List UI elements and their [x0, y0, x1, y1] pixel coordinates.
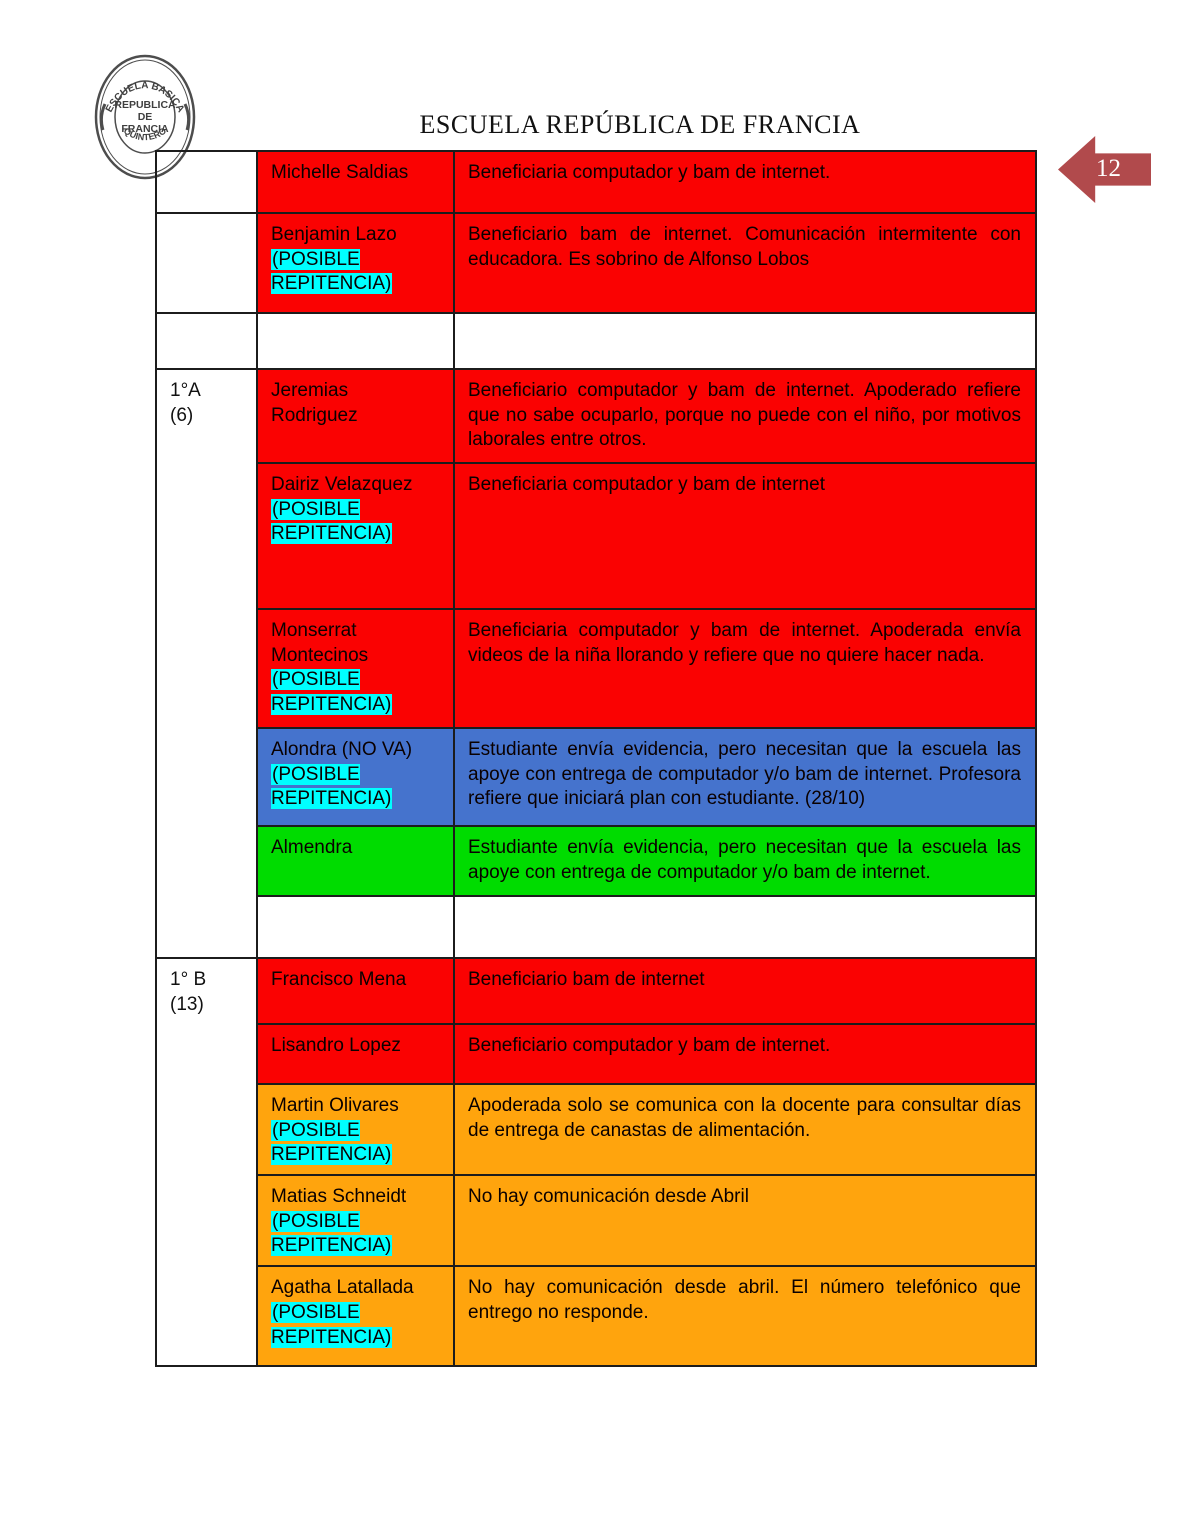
- name-cell: Matias Schneidt (POSIBLE REPITENCIA): [256, 1174, 455, 1268]
- student-status: No hay comunicación desde Abril: [468, 1186, 749, 1208]
- desc-cell: [453, 312, 1037, 370]
- group-cell: [155, 150, 258, 214]
- name-cell: [256, 895, 455, 959]
- student-status: Apoderada solo se comunica con la docent…: [468, 1095, 1021, 1141]
- group-cell: 1°A (6): [155, 368, 258, 959]
- table-row: Dairiz Velazquez (POSIBLE REPITENCIA) Be…: [156, 462, 1037, 610]
- name-cell: Jeremias Rodriguez: [256, 368, 455, 464]
- desc-cell: Beneficiaria computador y bam de interne…: [453, 608, 1037, 729]
- student-status: Beneficiaria computador y bam de interne…: [468, 162, 831, 183]
- name-cell: Almendra: [256, 825, 455, 897]
- desc-cell: Beneficiaria computador y bam de interne…: [453, 150, 1037, 214]
- table-row: Alondra (NO VA) (POSIBLE REPITENCIA) Est…: [156, 727, 1037, 827]
- repitencia-tag: (POSIBLE REPITENCIA): [271, 669, 393, 716]
- group-cell: [155, 212, 258, 314]
- laurel-left: [99, 103, 107, 131]
- desc-cell: Estudiante envía evidencia, pero necesit…: [453, 825, 1037, 897]
- repitencia-tag: (POSIBLE REPITENCIA): [271, 1210, 393, 1257]
- table-row: Michelle Saldias Beneficiaria computador…: [155, 150, 1037, 214]
- group-label: 1° B: [170, 969, 207, 990]
- table-row: Agatha Latallada (POSIBLE REPITENCIA) No…: [156, 1265, 1037, 1368]
- name-cell: [256, 312, 455, 370]
- student-status: Beneficiario bam de internet. Comunicaci…: [468, 224, 1021, 270]
- page-number-arrow: 12: [1058, 136, 1151, 203]
- student-name: Agatha Latallada: [271, 1277, 414, 1299]
- group-cell: [155, 312, 258, 370]
- group-label: 1°A: [170, 380, 201, 401]
- name-cell: Francisco Mena: [256, 957, 455, 1025]
- students-table: Michelle Saldias Beneficiaria computador…: [155, 150, 1037, 1368]
- student-name: Michelle Saldias: [271, 162, 409, 183]
- table-row: 1°A (6) Jeremias Rodriguez Beneficiario …: [155, 368, 1037, 959]
- desc-cell: Beneficiario computador y bam de interne…: [453, 1023, 1037, 1085]
- student-name: Jeremias Rodriguez: [271, 380, 358, 426]
- student-status: Beneficiaria computador y bam de interne…: [468, 474, 825, 495]
- desc-cell: Apoderada solo se comunica con la docent…: [453, 1082, 1037, 1177]
- group-cell: 1° B (13): [155, 956, 258, 1368]
- desc-cell: Beneficiario computador y bam de interne…: [453, 368, 1037, 464]
- logo-center-line3: FRANCIA: [121, 123, 169, 135]
- table-row: 1° B (13) Francisco Mena Beneficiario ba…: [155, 956, 1037, 1368]
- group-count: (6): [170, 404, 194, 426]
- student-status: Beneficiario computador y bam de interne…: [468, 1035, 831, 1056]
- name-cell: Benjamin Lazo (POSIBLE REPITENCIA): [256, 212, 455, 314]
- student-status: Estudiante envía evidencia, pero necesit…: [468, 739, 1021, 810]
- table-row: Benjamin Lazo (POSIBLE REPITENCIA) Benef…: [155, 212, 1037, 314]
- desc-cell: No hay comunicación desde abril. El núme…: [453, 1265, 1037, 1368]
- student-status: No hay comunicación desde abril. El núme…: [468, 1277, 1021, 1323]
- student-status: Estudiante envía evidencia, pero necesit…: [468, 837, 1021, 883]
- table-row: Almendra Estudiante envía evidencia, per…: [156, 825, 1037, 897]
- student-name: Alondra (NO VA): [271, 739, 413, 760]
- repitencia-tag: (POSIBLE REPITENCIA): [271, 763, 393, 810]
- group-count: (13): [170, 993, 204, 1015]
- student-name: Francisco Mena: [271, 969, 407, 990]
- desc-cell: Beneficiaria computador y bam de interne…: [453, 462, 1037, 610]
- name-cell: Monserrat Montecinos (POSIBLE REPITENCIA…: [256, 608, 455, 729]
- student-status: Beneficiaria computador y bam de interne…: [468, 620, 1021, 666]
- desc-cell: Beneficiario bam de internet. Comunicaci…: [453, 212, 1037, 314]
- page-number: 12: [1096, 154, 1121, 182]
- name-cell: Alondra (NO VA) (POSIBLE REPITENCIA): [256, 727, 455, 827]
- table-row: Matias Schneidt (POSIBLE REPITENCIA) No …: [156, 1174, 1037, 1268]
- table-row: Monserrat Montecinos (POSIBLE REPITENCIA…: [156, 608, 1037, 729]
- student-name: Martin Olivares: [271, 1095, 399, 1116]
- student-status: Beneficiario computador y bam de interne…: [468, 380, 1021, 451]
- svg-text:QUINTERO: QUINTERO: [122, 126, 168, 143]
- name-cell: Martin Olivares (POSIBLE REPITENCIA): [256, 1082, 455, 1177]
- desc-cell: Estudiante envía evidencia, pero necesit…: [453, 727, 1037, 827]
- repitencia-tag: (POSIBLE REPITENCIA): [271, 498, 393, 545]
- page-title: ESCUELA REPÚBLICA DE FRANCIA: [419, 110, 861, 139]
- logo-center-line2: DE: [138, 111, 153, 123]
- name-cell: Lisandro Lopez: [256, 1023, 455, 1085]
- logo-bottom-text: QUINTERO: [122, 126, 168, 143]
- laurel-right: [183, 103, 191, 131]
- repitencia-tag: (POSIBLE REPITENCIA): [271, 1119, 393, 1166]
- logo-center-line1: REPUBLICA: [114, 99, 176, 111]
- student-name: Matias Schneidt: [271, 1186, 407, 1208]
- school-stamp-logo: ESCUELA BASICA QUINTERO REPUBLICA DE FRA…: [93, 52, 197, 182]
- repitencia-tag: (POSIBLE REPITENCIA): [271, 1301, 393, 1348]
- repitencia-tag: (POSIBLE REPITENCIA): [271, 248, 393, 295]
- student-name: Dairiz Velazquez: [271, 474, 413, 495]
- name-cell: Dairiz Velazquez (POSIBLE REPITENCIA): [256, 462, 455, 610]
- student-name: Almendra: [271, 837, 353, 858]
- name-cell: Michelle Saldias: [256, 150, 455, 214]
- desc-cell: [453, 895, 1037, 959]
- desc-cell: No hay comunicación desde Abril: [453, 1174, 1037, 1268]
- student-status: Beneficiario bam de internet: [468, 969, 705, 990]
- student-name: Lisandro Lopez: [271, 1035, 401, 1056]
- table-row: Lisandro Lopez Beneficiario computador y…: [156, 1023, 1037, 1085]
- table-row-empty: [155, 312, 1037, 370]
- table-row-empty: [156, 895, 1037, 959]
- student-name: Benjamin Lazo: [271, 224, 397, 245]
- table-row: Martin Olivares (POSIBLE REPITENCIA) Apo…: [156, 1082, 1037, 1177]
- desc-cell: Beneficiario bam de internet: [453, 957, 1037, 1025]
- student-name: Monserrat Montecinos: [271, 620, 369, 666]
- name-cell: Agatha Latallada (POSIBLE REPITENCIA): [256, 1265, 455, 1368]
